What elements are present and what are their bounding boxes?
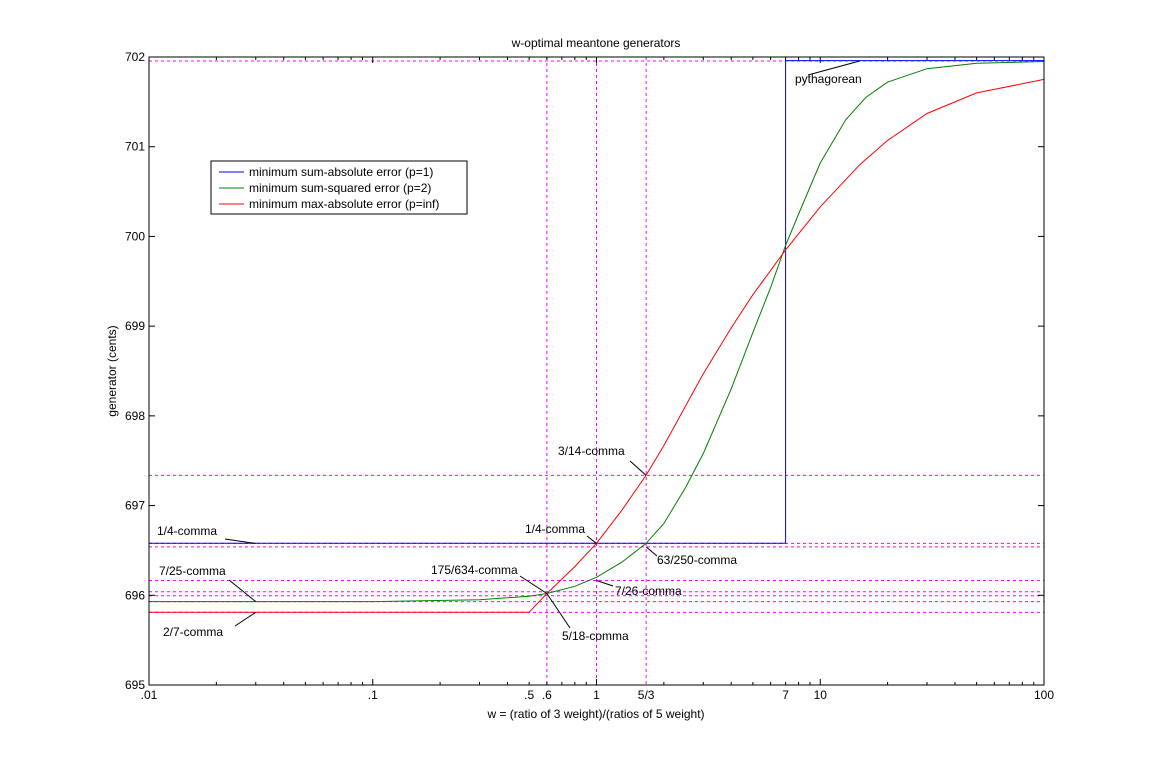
series-line-2 (149, 61, 1045, 603)
annotation-label: 7/25-comma (159, 564, 226, 578)
y-tick-label: 702 (125, 50, 145, 64)
annotation-leader (807, 60, 860, 76)
annotation-leader (224, 538, 256, 544)
y-tick-label: 696 (125, 588, 145, 602)
annotation-label: 1/4-comma (525, 522, 585, 536)
legend-label-2: minimum sum-squared error (p=2) (249, 181, 431, 195)
legend: minimum sum-absolute error (p=1) minimum … (210, 160, 468, 215)
plot-frame (148, 56, 1045, 686)
annotation-label: pythagorean (795, 72, 862, 86)
x-tick-label: 100 (1034, 688, 1054, 702)
x-tick-label: 7 (782, 688, 789, 702)
annotation-leader (586, 535, 597, 544)
annotation-leader (228, 579, 257, 602)
annotation-label: 2/7-comma (163, 625, 223, 639)
annotation-label: 175/634-comma (431, 563, 518, 577)
annotations: pythagorean 3/14-comma 1/4-comma 1/4-comma 6… (157, 60, 862, 643)
legend-box (210, 160, 468, 215)
annotation-label: 7/26-comma (615, 584, 682, 598)
annotation-leader (596, 580, 614, 587)
annotation-leader (519, 575, 548, 594)
series-line-3 (149, 78, 1045, 613)
x-tick-label: 10 (814, 688, 828, 702)
series-group (149, 60, 1045, 613)
y-tick-label: 699 (125, 319, 145, 333)
annotation-leader (629, 460, 647, 476)
chart-title: w-optimal meantone generators (511, 36, 681, 50)
y-tick-labels: 695 696 697 698 699 700 701 702 (125, 50, 145, 692)
x-tick-label: 1 (593, 688, 600, 702)
annotation-label: 1/4-comma (157, 524, 217, 538)
annotation-leader (645, 546, 658, 557)
legend-label-3: minimum max-absolute error (p=inf) (249, 197, 439, 211)
y-tick-label: 695 (125, 678, 145, 692)
x-tick-label: .1 (368, 688, 378, 702)
x-tick-label: .5 (524, 688, 534, 702)
y-axis-label: generator (cents) (105, 325, 119, 416)
y-tick-label: 698 (125, 409, 145, 423)
y-tick-label: 701 (125, 140, 145, 154)
y-tick-label: 697 (125, 499, 145, 513)
annotation-label: 3/14-comma (558, 444, 625, 458)
x-tick-label: .01 (141, 688, 158, 702)
annotation-leader (546, 593, 571, 629)
legend-label-1: minimum sum-absolute error (p=1) (249, 165, 433, 179)
x-tick-label: .6 (542, 688, 552, 702)
y-tick-label: 700 (125, 229, 145, 243)
annotation-leader (234, 611, 257, 627)
series-line-1 (149, 60, 1044, 544)
x-tick-labels: .01 .1 .5 .6 1 5/3 7 10 100 (141, 688, 1055, 702)
annotation-label: 63/250-comma (657, 553, 737, 567)
annotation-label: 5/18-comma (562, 629, 629, 643)
x-tick-label: 5/3 (638, 688, 655, 702)
x-axis-label: w = (ratio of 3 weight)/(ratios of 5 wei… (486, 707, 704, 721)
